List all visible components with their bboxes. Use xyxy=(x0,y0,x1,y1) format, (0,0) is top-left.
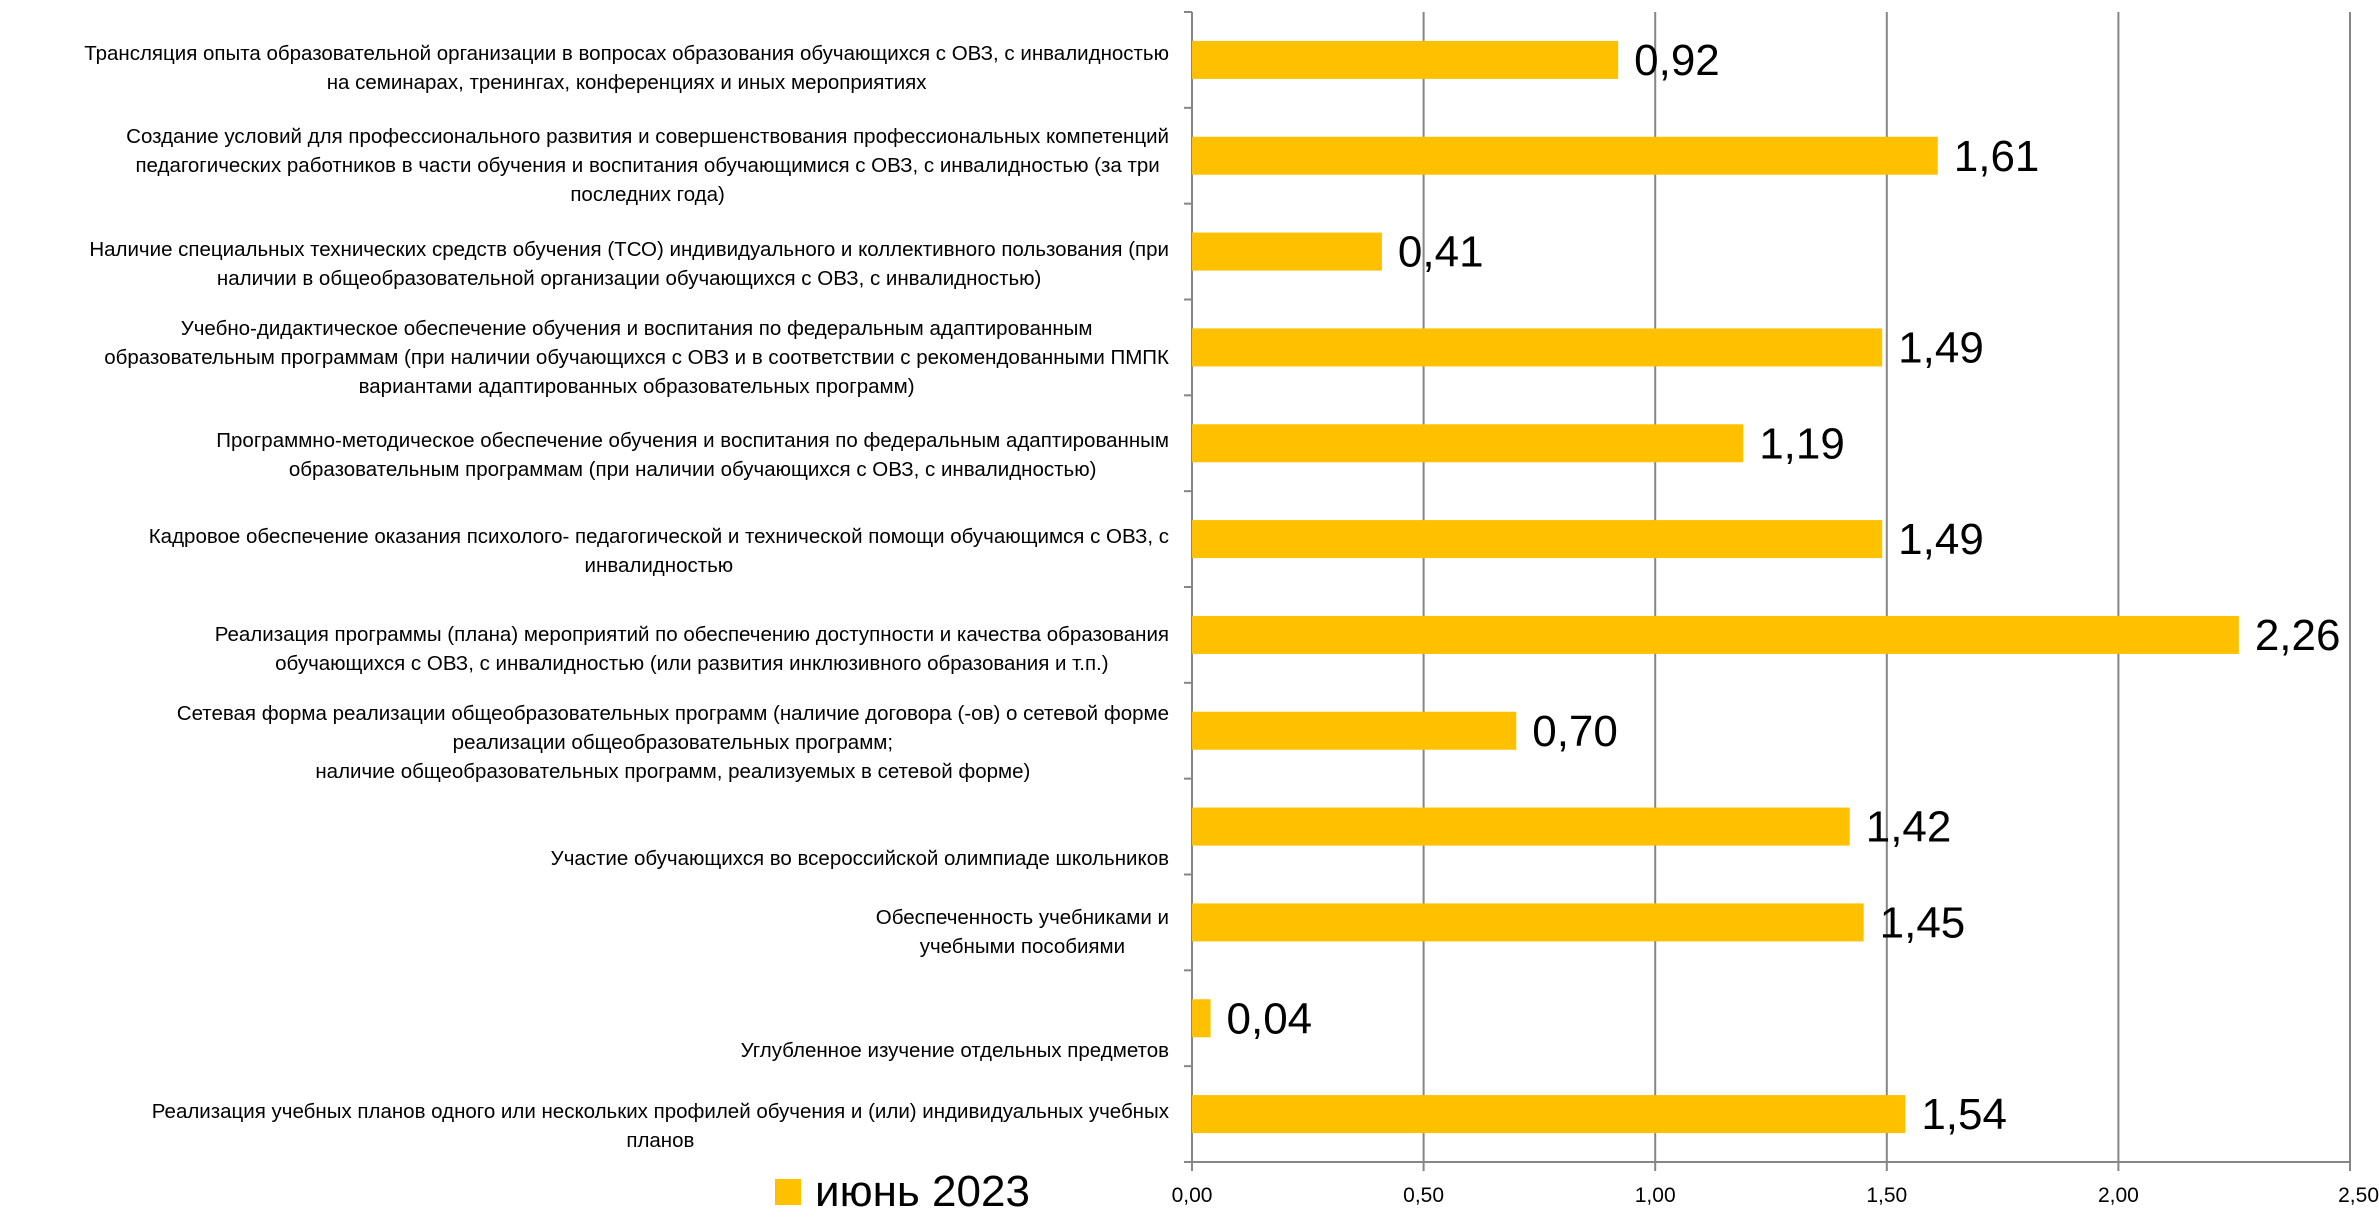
data-label: 1,61 xyxy=(1954,132,2040,181)
bar xyxy=(1192,520,1883,559)
legend: июнь 2023 xyxy=(775,1164,1030,1220)
category-label: Реализация учебных планов одного или нес… xyxy=(151,1100,1169,1152)
data-label: 0,92 xyxy=(1634,36,1720,85)
bar xyxy=(1192,807,1850,846)
data-label: 1,45 xyxy=(1880,898,1966,947)
category-label: Кадровое обеспечение оказания психолого-… xyxy=(148,525,1169,577)
bar xyxy=(1192,903,1864,942)
bar xyxy=(1192,999,1211,1038)
bar xyxy=(1192,1095,1906,1134)
x-tick-label: 0,00 xyxy=(1172,1184,1213,1207)
data-label: 0,70 xyxy=(1532,707,1618,756)
data-label: 1,49 xyxy=(1898,323,1984,372)
data-label: 1,54 xyxy=(1921,1090,2007,1139)
category-label: Участие обучающихся во всероссийской оли… xyxy=(550,847,1169,870)
legend-swatch xyxy=(775,1179,801,1205)
category-label: Сетевая форма реализации общеобразовател… xyxy=(176,702,1169,783)
data-label: 0,04 xyxy=(1227,994,1313,1043)
x-tick-label: 2,50 xyxy=(2338,1184,2379,1207)
category-label: Обеспеченность учебниками и учебными пос… xyxy=(875,906,1169,958)
gridlines xyxy=(1191,12,2351,1171)
x-tick-labels: 0,00 0,50 1,00 1,50 2,00 2,50 xyxy=(1172,1184,2379,1207)
x-tick-label: 1,50 xyxy=(1866,1184,1907,1207)
category-label: Реализация программы (плана) мероприятий… xyxy=(214,623,1169,675)
data-label: 1,49 xyxy=(1898,515,1984,564)
bar xyxy=(1192,424,1744,463)
x-tick-label: 2,00 xyxy=(2098,1184,2139,1207)
category-label: Трансляция опыта образовательной организ… xyxy=(84,42,1169,94)
bar xyxy=(1192,711,1517,750)
data-labels: 0,92 1,61 0,41 1,49 1,19 1,49 2,26 0,70 1,42 1,45… xyxy=(1227,36,2341,1139)
category-label: Учебно-дидактическое обеспечение обучени… xyxy=(104,317,1169,398)
data-label: 0,41 xyxy=(1398,228,1484,277)
bar xyxy=(1192,136,1938,175)
category-label: Углубленное изучение отдельных предметов xyxy=(740,1039,1169,1062)
bar xyxy=(1192,615,2239,654)
category-label: Наличие специальных технических средств … xyxy=(89,238,1169,290)
bar xyxy=(1192,232,1382,271)
bars xyxy=(1192,40,2239,1134)
category-axis xyxy=(1184,11,2350,1163)
bar xyxy=(1192,40,1619,79)
x-tick-label: 0,50 xyxy=(1403,1184,1444,1207)
category-label: Программно-методическое обеспечение обуч… xyxy=(216,429,1169,481)
x-tick-label: 1,00 xyxy=(1635,1184,1676,1207)
data-label: 1,42 xyxy=(1866,803,1952,852)
legend-label: июнь 2023 xyxy=(815,1167,1030,1216)
data-label: 1,19 xyxy=(1759,419,1845,468)
bar xyxy=(1192,328,1883,367)
data-label: 2,26 xyxy=(2255,611,2341,660)
category-label: Создание условий для профессионального р… xyxy=(126,125,1169,206)
